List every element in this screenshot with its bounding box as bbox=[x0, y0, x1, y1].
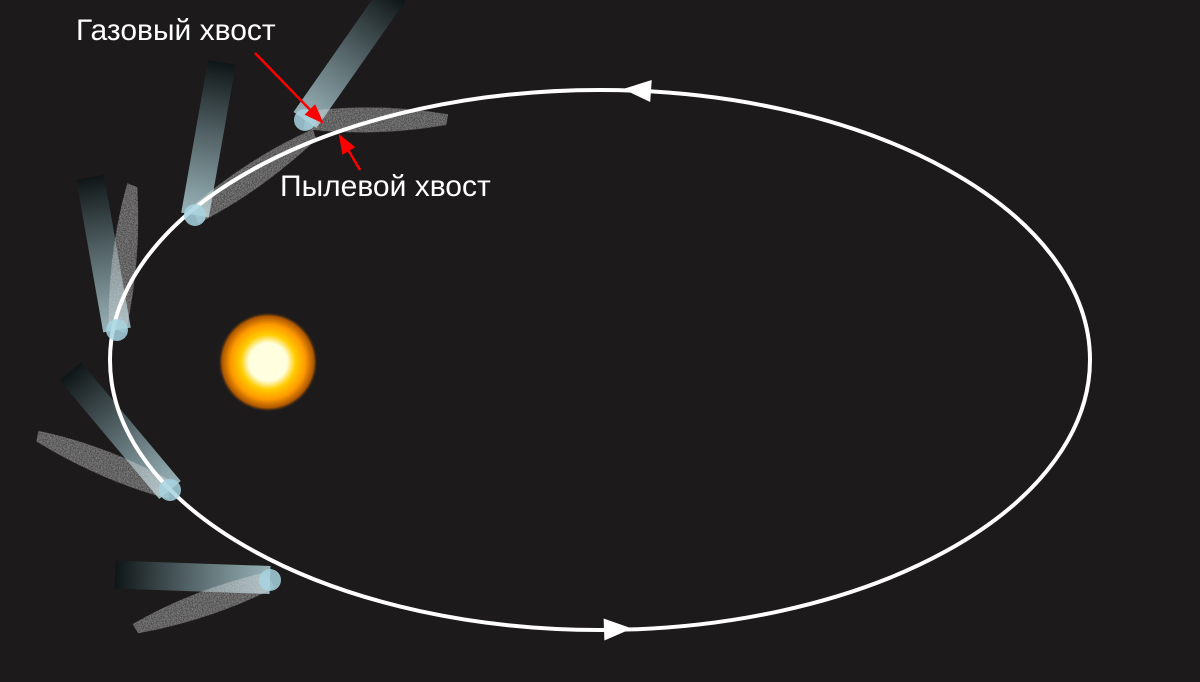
comet-head bbox=[159, 479, 181, 501]
comet-orbit-diagram bbox=[0, 0, 1200, 682]
gas-tail-label: Газовый хвост bbox=[76, 14, 276, 48]
comet-head bbox=[184, 204, 206, 226]
comet-head bbox=[106, 319, 128, 341]
comet-head bbox=[259, 569, 281, 591]
sun bbox=[218, 312, 318, 412]
dust-tail-label: Пылевой хвост bbox=[280, 170, 491, 204]
